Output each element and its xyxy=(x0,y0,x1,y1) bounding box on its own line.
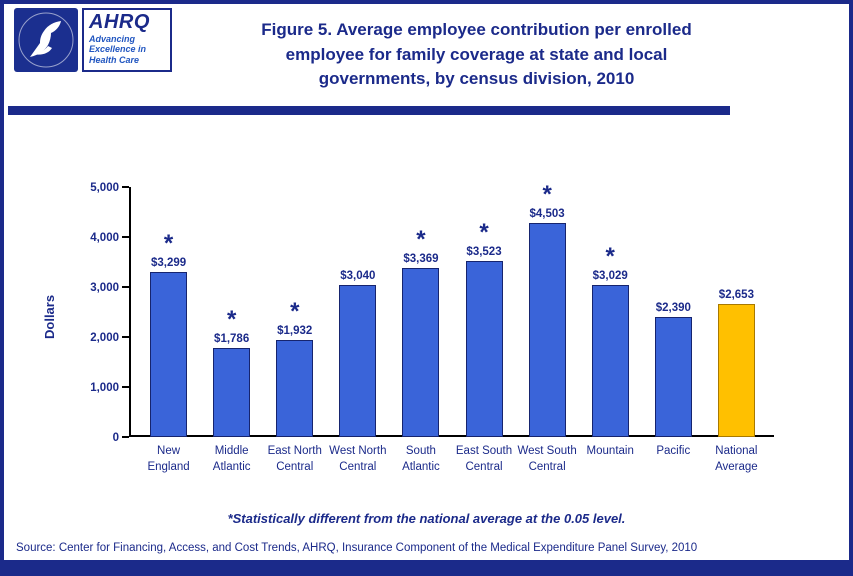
x-axis-category-label: New England xyxy=(147,444,190,474)
bar-group: * $3,523 xyxy=(452,187,515,437)
bar-value-label: $2,390 xyxy=(655,302,691,315)
significance-asterisk: * xyxy=(163,229,174,257)
y-tick-label: 0 xyxy=(112,431,119,444)
y-tick-mark xyxy=(122,285,129,288)
bar xyxy=(591,285,629,437)
bar-group: * $1,932 xyxy=(263,187,326,437)
bar-value-label: $3,299 xyxy=(150,256,187,269)
x-axis-category-label: East North Central xyxy=(267,444,322,474)
x-axis-labels: New England Middle Atlantic East North Cen… xyxy=(129,443,774,475)
significance-asterisk: * xyxy=(416,226,426,254)
chart-area: Dollars 0 1,000 2,000 3,000 4,000 5,000 * $3,2… xyxy=(4,180,849,475)
y-tick-mark xyxy=(122,335,129,338)
bar xyxy=(213,347,251,437)
bar-group: $3,040 xyxy=(326,187,389,437)
y-tick-label: 5,000 xyxy=(90,181,119,194)
x-axis-category-label: Pacific xyxy=(656,444,691,457)
bar-value-label: $3,523 xyxy=(466,245,502,258)
x-axis-category-label: National Average xyxy=(715,444,758,474)
bar xyxy=(654,317,692,437)
y-tick-label: 2,000 xyxy=(90,331,119,344)
bar-group: * $1,786 xyxy=(200,187,263,437)
bar-value-label: $3,040 xyxy=(340,269,376,282)
bar-value-label: $4,503 xyxy=(529,207,565,220)
y-tick-mark xyxy=(122,235,129,238)
significance-asterisk: * xyxy=(542,180,552,208)
header-divider xyxy=(8,105,730,115)
ahrq-logo: AHRQ Advancing Excellence in Health Care xyxy=(82,8,172,72)
y-tick-mark xyxy=(122,385,129,388)
bar-group: $2,653 xyxy=(705,187,768,437)
x-axis-category-label: West North Central xyxy=(329,444,387,474)
figure-title: Figure 5. Average employee contribution … xyxy=(261,20,692,89)
x-axis-category-label: Mountain xyxy=(586,444,634,457)
source-line: Source: Center for Financing, Access, an… xyxy=(16,542,698,555)
significance-asterisk: * xyxy=(290,298,300,326)
x-axis-category-label: East South Central xyxy=(455,444,513,474)
bar-value-label: $1,786 xyxy=(214,332,250,345)
bar-group: * $3,299 xyxy=(137,187,200,437)
bar-value-label: $3,369 xyxy=(403,253,439,266)
y-axis-title: Dollars xyxy=(42,294,57,339)
bar-value-label: $1,932 xyxy=(277,325,313,338)
bar xyxy=(528,222,566,437)
bar-group: * $3,369 xyxy=(389,187,452,437)
x-axis-category-label: West South Central xyxy=(517,444,577,474)
plot-bars: 0 1,000 2,000 3,000 4,000 5,000 * $3,299 * $1,78… xyxy=(90,180,774,444)
bottom-divider xyxy=(4,560,849,572)
header: AHRQ Advancing Excellence in Health Care… xyxy=(4,4,849,92)
bar-group: * $4,503 xyxy=(516,180,579,437)
hhs-eagle-icon xyxy=(14,8,78,72)
bar-value-label: $2,653 xyxy=(718,289,754,302)
bar-group: $2,390 xyxy=(642,187,705,437)
bar xyxy=(276,340,314,437)
x-axis-category-label: South Atlantic xyxy=(402,444,440,474)
x-axis-category-label: Middle Atlantic xyxy=(212,444,251,474)
hhs-logo xyxy=(14,8,78,72)
y-tick-label: 4,000 xyxy=(90,231,119,244)
ahrq-logo-name: AHRQ xyxy=(89,11,150,33)
y-tick-mark xyxy=(122,435,129,438)
y-tick-label: 3,000 xyxy=(90,281,119,294)
significance-asterisk: * xyxy=(479,218,489,246)
footnote: *Statistically different from the nation… xyxy=(227,511,626,527)
y-tick-mark xyxy=(122,185,129,188)
bar xyxy=(465,260,503,437)
bar-value-label: $3,029 xyxy=(592,270,628,283)
bar xyxy=(150,271,188,437)
significance-asterisk: * xyxy=(605,243,615,271)
ahrq-logo-tagline: Advancing Excellence in Health Care xyxy=(89,34,147,65)
y-tick-label: 1,000 xyxy=(90,381,119,394)
bar xyxy=(717,304,755,437)
logo-group: AHRQ Advancing Excellence in Health Care xyxy=(14,8,172,72)
significance-asterisk: * xyxy=(226,305,237,333)
bar xyxy=(339,284,377,437)
bar xyxy=(402,268,440,437)
bar-group: * $3,029 xyxy=(579,187,642,437)
